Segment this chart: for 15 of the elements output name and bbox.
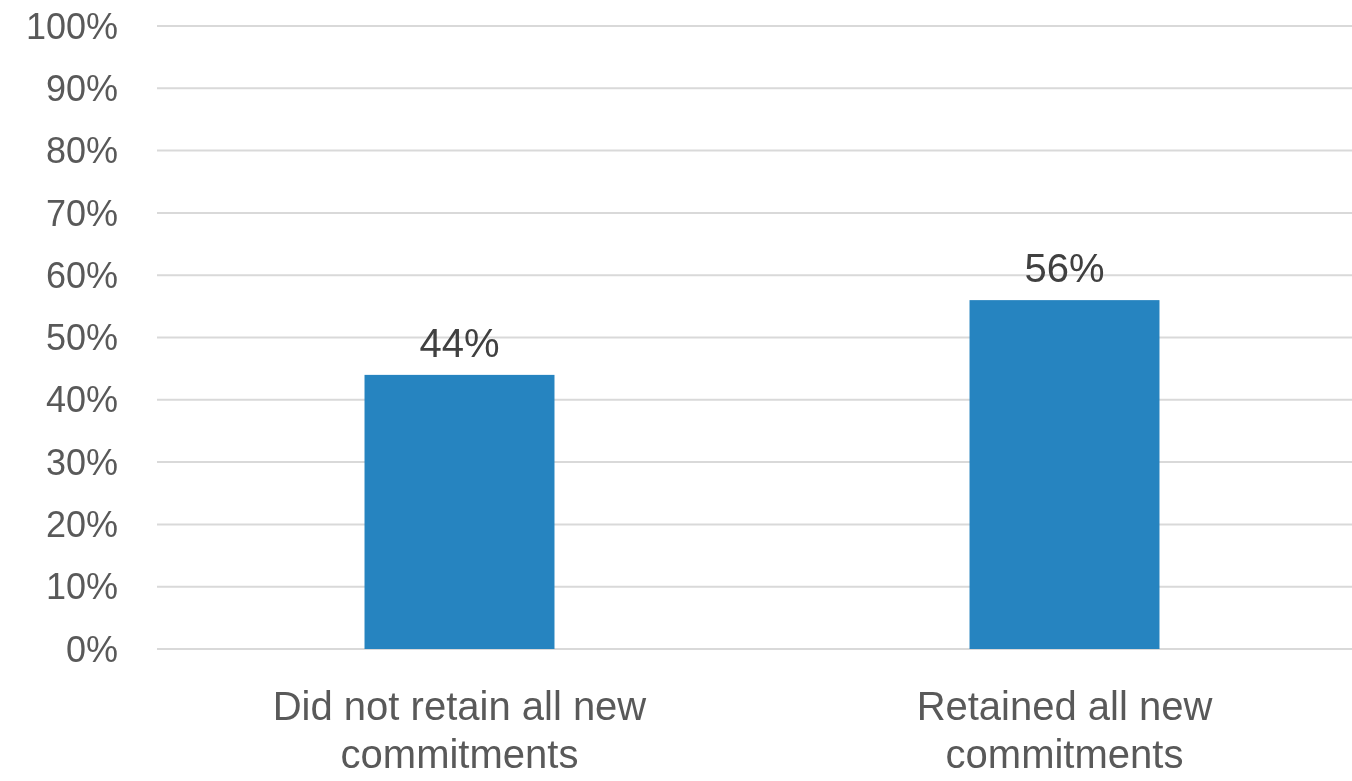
y-tick-label: 100%: [25, 5, 118, 47]
x-tick-label: Retained all new commitments: [916, 684, 1213, 776]
y-tick-label: 30%: [45, 441, 118, 483]
y-tick-label: 70%: [45, 192, 118, 234]
y-tick-label: 90%: [45, 67, 118, 109]
x-tick-label: Did not retain all new commitments: [272, 684, 647, 776]
y-tick-label: 40%: [45, 379, 118, 421]
data-label: 44%: [419, 320, 500, 365]
y-tick-label: 60%: [45, 254, 118, 296]
y-tick-label: 10%: [45, 566, 118, 608]
y-tick-label: 0%: [65, 628, 118, 670]
data-label: 56%: [1024, 246, 1105, 291]
y-tick-label: 80%: [45, 130, 118, 172]
y-tick-label: 20%: [45, 504, 118, 545]
y-tick-label: 50%: [45, 317, 118, 359]
